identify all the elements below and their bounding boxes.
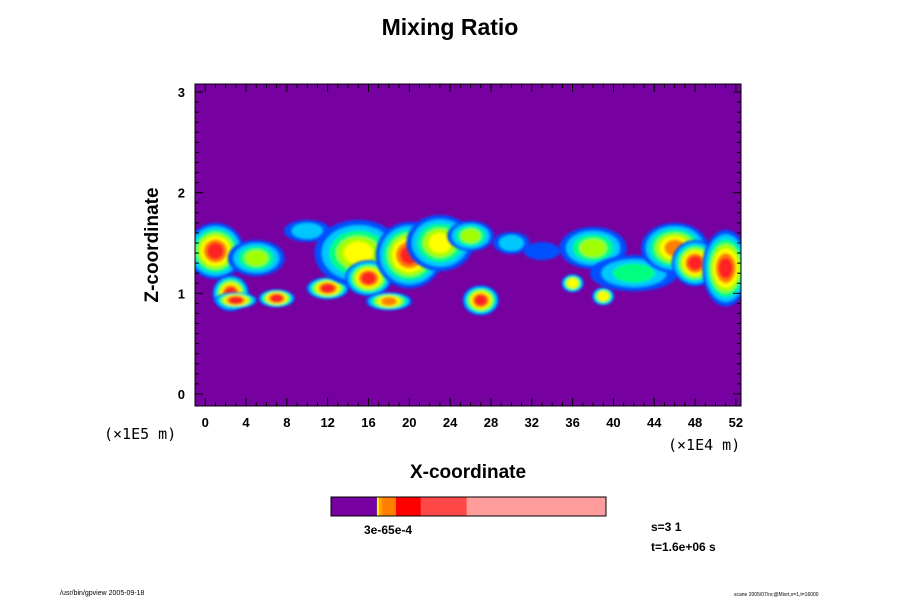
colorbar-segment bbox=[382, 497, 397, 516]
x-tick-label: 48 bbox=[688, 415, 702, 430]
x-tick-label: 36 bbox=[565, 415, 579, 430]
step-info: s=3 1 bbox=[651, 520, 682, 534]
contour-level bbox=[687, 255, 703, 271]
y-tick-label: 1 bbox=[178, 286, 185, 301]
x-tick-label: 44 bbox=[647, 415, 662, 430]
contour-level bbox=[428, 232, 452, 254]
x-tick-label: 28 bbox=[484, 415, 498, 430]
contour-field bbox=[195, 214, 741, 316]
x-tick-label: 12 bbox=[320, 415, 334, 430]
contour-level bbox=[361, 272, 376, 285]
x-tick-label: 0 bbox=[202, 415, 209, 430]
plot-frame bbox=[194, 83, 742, 407]
contour-blob bbox=[590, 255, 678, 292]
y-tick-label: 2 bbox=[178, 186, 185, 201]
x-tick-label: 16 bbox=[361, 415, 375, 430]
contour-level bbox=[567, 278, 578, 288]
colorbar-segment bbox=[395, 497, 422, 516]
x-tick-label: 20 bbox=[402, 415, 416, 430]
x-axis-label: X-coordinate bbox=[410, 462, 526, 483]
x-tick-label: 52 bbox=[729, 415, 743, 430]
axis-ticks bbox=[195, 84, 741, 406]
time-info: t=1.6e+06 s bbox=[651, 540, 716, 554]
contour-blob bbox=[365, 292, 413, 311]
contour-blob bbox=[306, 277, 350, 300]
contour-blob bbox=[258, 289, 295, 308]
contour-level bbox=[228, 296, 243, 305]
x-tick-label: 40 bbox=[606, 415, 620, 430]
contour-blob bbox=[561, 274, 584, 293]
contour-level bbox=[523, 242, 561, 261]
chart-title: Mixing Ratio bbox=[381, 14, 519, 40]
colorbar-segment bbox=[466, 497, 607, 516]
y-tick-label: 3 bbox=[178, 85, 185, 100]
contour-level bbox=[579, 238, 607, 258]
colorbar-segment bbox=[376, 497, 380, 516]
y-axis-unit: (×1E5 m) bbox=[104, 425, 177, 443]
x-tick-label: 32 bbox=[525, 415, 539, 430]
contour-blob bbox=[592, 287, 615, 306]
footer-source: scane 2005/07/nc@Mixrt,x=1,t=16000 bbox=[734, 592, 819, 598]
x-tick-label: 8 bbox=[283, 415, 290, 430]
contour-level bbox=[207, 242, 224, 260]
x-axis-unit: (×1E4 m) bbox=[668, 436, 741, 454]
x-tick-label: 4 bbox=[242, 415, 250, 430]
contour-level bbox=[597, 291, 609, 302]
colorbar-segment bbox=[378, 497, 383, 516]
contour-level bbox=[343, 241, 373, 265]
contour-level bbox=[291, 222, 323, 239]
contour-level bbox=[612, 263, 655, 283]
contour-blob bbox=[493, 231, 530, 255]
contour-level bbox=[270, 294, 283, 303]
colorbar-label: 3e-65e-4 bbox=[364, 523, 413, 537]
footer-command: /usr/bin/gpview 2005-09-18 bbox=[60, 590, 145, 597]
colorbar-segment bbox=[331, 497, 378, 516]
contour-blob bbox=[227, 239, 285, 277]
x-tick-label: 24 bbox=[443, 415, 458, 430]
contour-level bbox=[498, 235, 524, 251]
contour-blob bbox=[523, 242, 561, 261]
y-axis-label: Z-coordinate bbox=[142, 187, 163, 302]
contour-blob bbox=[702, 229, 741, 307]
colorbar-segment bbox=[420, 497, 468, 516]
y-tick-label: 0 bbox=[178, 387, 185, 402]
contour-level bbox=[244, 249, 269, 267]
colorbar-frame bbox=[330, 496, 607, 517]
contour-level bbox=[474, 294, 487, 306]
contour-blob bbox=[447, 220, 494, 252]
contour-level bbox=[460, 228, 481, 244]
contour-blob bbox=[283, 219, 331, 242]
contour-level bbox=[320, 283, 335, 293]
colorbar bbox=[330, 496, 607, 517]
contour-level bbox=[380, 296, 397, 306]
contour-blob bbox=[214, 292, 258, 309]
contour-blob bbox=[462, 285, 500, 316]
contour-blob bbox=[559, 226, 627, 270]
contour-blob bbox=[195, 222, 244, 280]
contour-level bbox=[718, 257, 733, 279]
